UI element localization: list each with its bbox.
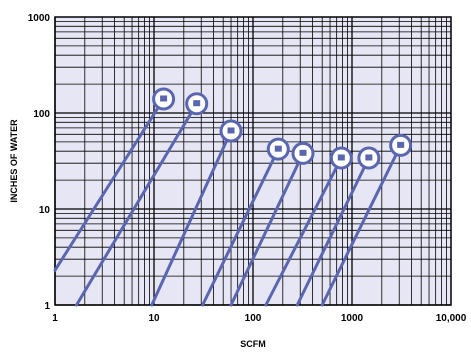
x-tick-label: 100 [245,313,262,324]
y-tick-label: 1000 [28,13,51,24]
series-line [201,147,280,307]
x-axis-label: SCFM [240,339,266,349]
series-group [53,87,413,307]
grid [54,17,451,306]
series-marker-badge [227,127,235,134]
series-line [320,143,403,307]
series-marker-badge [397,141,405,148]
y-tick-labels: 1 10 100 1000 [28,13,51,312]
series-line [75,102,199,307]
series-line [295,156,371,307]
x-tick-label: 1000 [341,313,364,324]
series-marker-badge [337,154,345,161]
plot-frame [54,16,452,306]
series-marker-badge [365,154,373,161]
y-tick-label: 100 [33,109,50,120]
x-tick-labels: 1 10 100 1000 10,000 [52,313,467,324]
series-line [229,151,305,307]
y-tick-label: 10 [39,205,51,216]
x-tick-label: 10 [148,313,160,324]
series-marker-badge [193,100,201,107]
y-axis-label: INCHES OF WATER [9,119,19,203]
series-marker-badge [274,145,282,152]
series-marker-badge [160,95,168,102]
y-tick-label: 1 [44,301,50,312]
series-line [150,129,233,307]
x-tick-label: 10,000 [436,313,467,324]
series-line [264,156,343,307]
x-tick-label: 1 [52,313,58,324]
series-marker-badge [299,149,307,156]
series-line [53,97,166,272]
